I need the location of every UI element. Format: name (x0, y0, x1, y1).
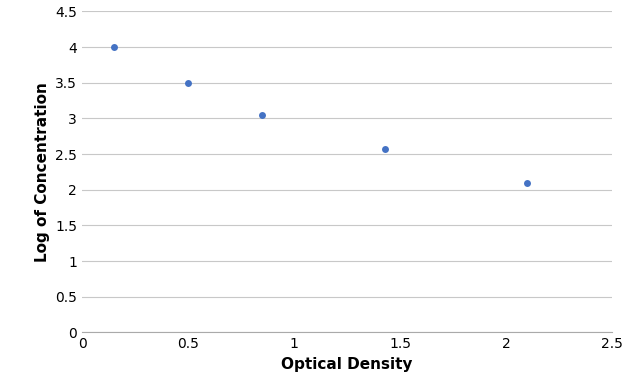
Y-axis label: Log of Concentration: Log of Concentration (35, 82, 50, 262)
Point (183, 80, 193, 86)
Point (109, 44, 119, 50)
X-axis label: Optical Density: Optical Density (281, 357, 413, 372)
Point (257, 112, 268, 118)
Point (380, 146, 390, 152)
Point (522, 180, 533, 186)
